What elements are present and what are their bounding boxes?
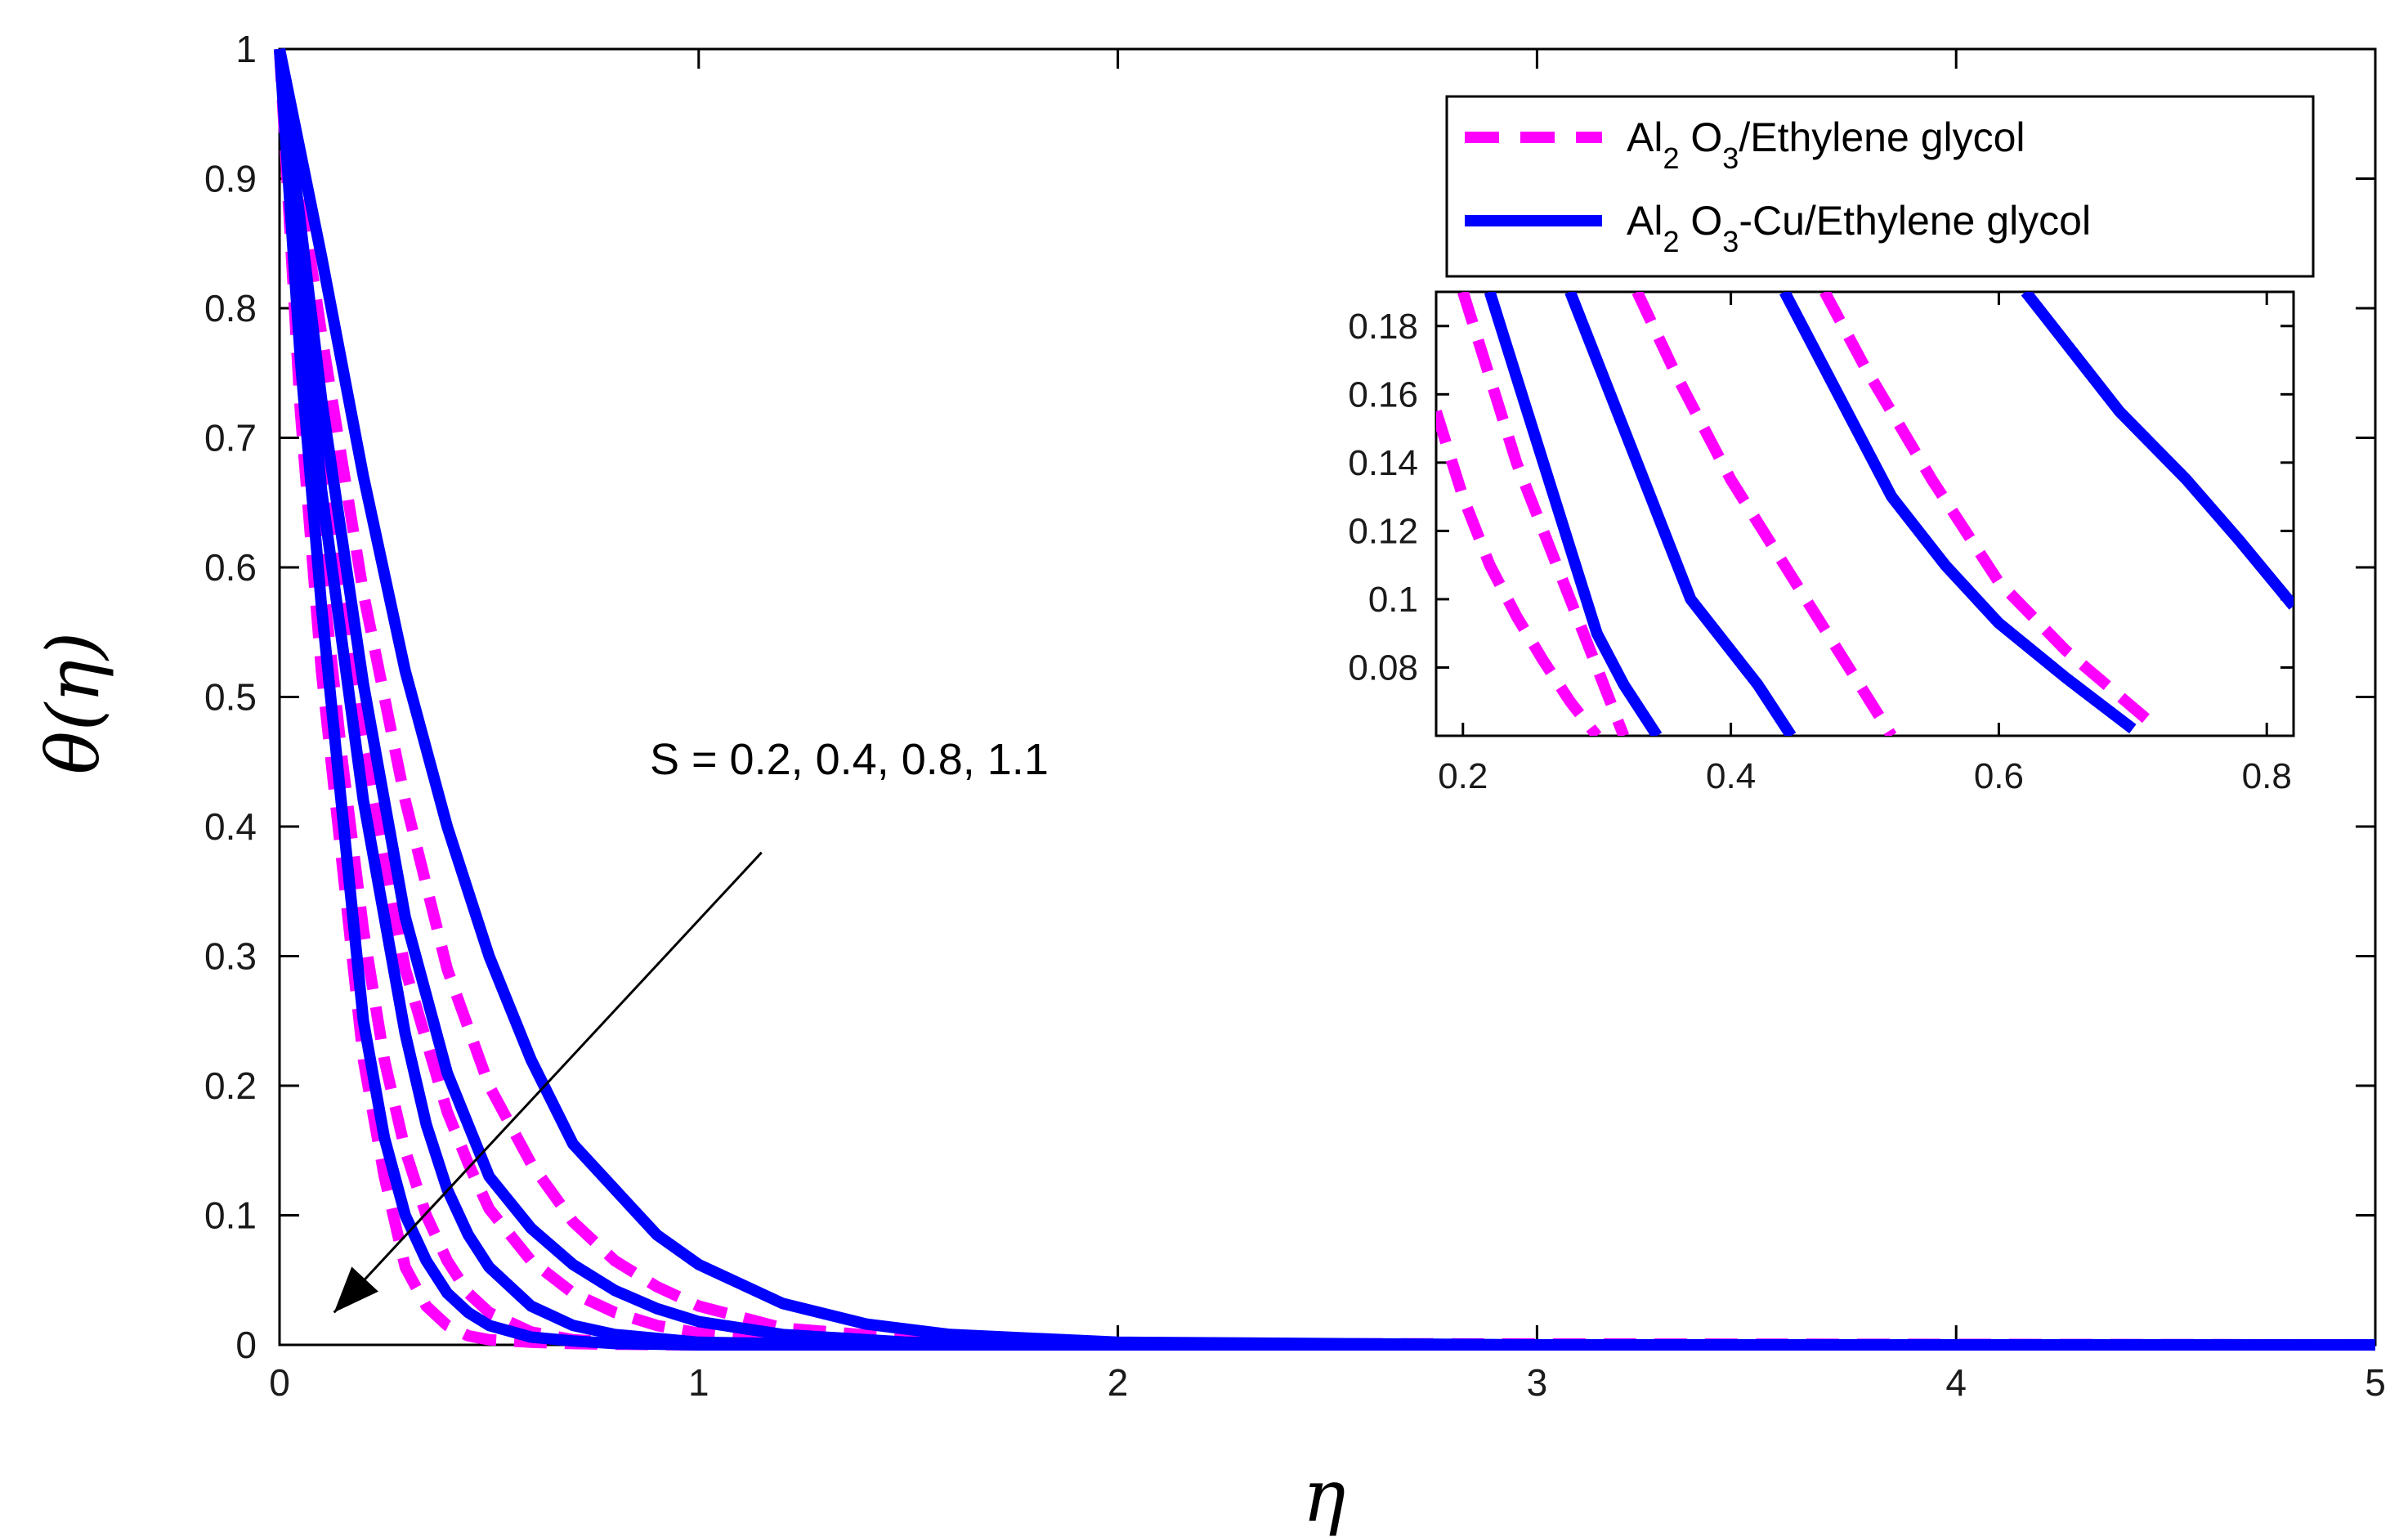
inset-y-tick-label: 0.16 [1348,374,1418,414]
y-tick-label: 0.3 [204,935,257,978]
x-tick-label: 5 [2365,1361,2386,1404]
x-tick-label: 4 [1945,1361,1967,1404]
x-axis-label: η [1303,1454,1346,1537]
series-line-8 [274,47,2375,1351]
inset-series-line-1 [1436,410,1602,736]
legend-label-main: Al [1627,114,1663,160]
inset-plot: 0.2 0.4 0.6 0.8 0.08 0.1 0.12 0.14 0.16 0.18 [1348,290,2295,796]
x-tick-label: 2 [1108,1361,1129,1404]
inset-y-tick-label: 0.08 [1348,648,1418,688]
inset-x-tick-label: 0.8 [2242,756,2292,796]
legend-box [1445,95,2315,278]
y-tick-label: 0.8 [204,287,257,329]
x-tick-label: 3 [1527,1361,1548,1404]
inset-y-tick-label: 0.14 [1348,443,1418,483]
y-tick-label: 0.2 [204,1064,257,1107]
series-line-7 [274,48,2375,1351]
inset-series-line-8 [2021,292,2294,610]
inset-y-tick-label: 0.1 [1368,580,1418,620]
y-axis-label: θ(η) [31,632,115,774]
inset-y-tick-label: 0.12 [1348,511,1418,551]
annotation-arrow-head [333,1266,378,1313]
inset-x-tick-label: 0.6 [1974,756,2024,796]
inset-series-line-7 [1779,292,2137,734]
legend-label-1: Al2 O3/Ethylene glycol [1627,114,2025,175]
inset-series-line-5 [1484,292,1663,736]
annotation: S = 0.2, 0.4, 0.8, 1.1 [333,735,1049,1314]
legend-label-sub1: 2 [1663,225,1679,258]
y-tick-label: 0.6 [204,546,257,589]
inset-series-line-3 [1631,292,1897,736]
inset-series-line-6 [1564,292,1797,736]
y-tick-label: 1 [235,28,257,70]
legend-label-mid: O [1680,198,1723,244]
inset-x-tick-label: 0.4 [1706,756,1756,796]
inset-series-line-4 [1819,292,2151,724]
series-line-6 [274,48,2375,1351]
legend-label-mid: O [1680,114,1723,160]
legend-label-sub1: 2 [1663,141,1679,175]
legend-label-sub2: 3 [1722,141,1739,175]
y-tick-label: 0.9 [204,158,257,200]
inset-x-tick-label: 0.2 [1438,756,1488,796]
legend-label-sub2: 3 [1722,225,1739,258]
annotation-arrow-line [333,851,763,1314]
inset-frame [1435,290,2295,737]
series-line-5 [274,48,2375,1351]
legend-label-main: Al [1627,198,1663,244]
y-tick-label: 0.1 [204,1194,257,1237]
inset-y-tick-label: 0.18 [1348,307,1418,347]
legend-label-rest: /Ethylene glycol [1739,114,2025,160]
y-tick-label: 0 [235,1324,257,1366]
legend-label-rest: -Cu/Ethylene glycol [1739,198,2091,244]
x-tick-label: 0 [269,1361,290,1404]
x-tick-label: 1 [688,1361,709,1404]
y-tick-label: 0.7 [204,417,257,459]
annotation-text: S = 0.2, 0.4, 0.8, 1.1 [650,735,1049,784]
y-tick-label: 0.4 [204,805,257,848]
series-line-2 [274,48,2375,1351]
inset-series-group [1436,292,2294,736]
y-tick-label: 0.5 [204,676,257,719]
legend-label-2: Al2 O3-Cu/Ethylene glycol [1627,198,2091,258]
